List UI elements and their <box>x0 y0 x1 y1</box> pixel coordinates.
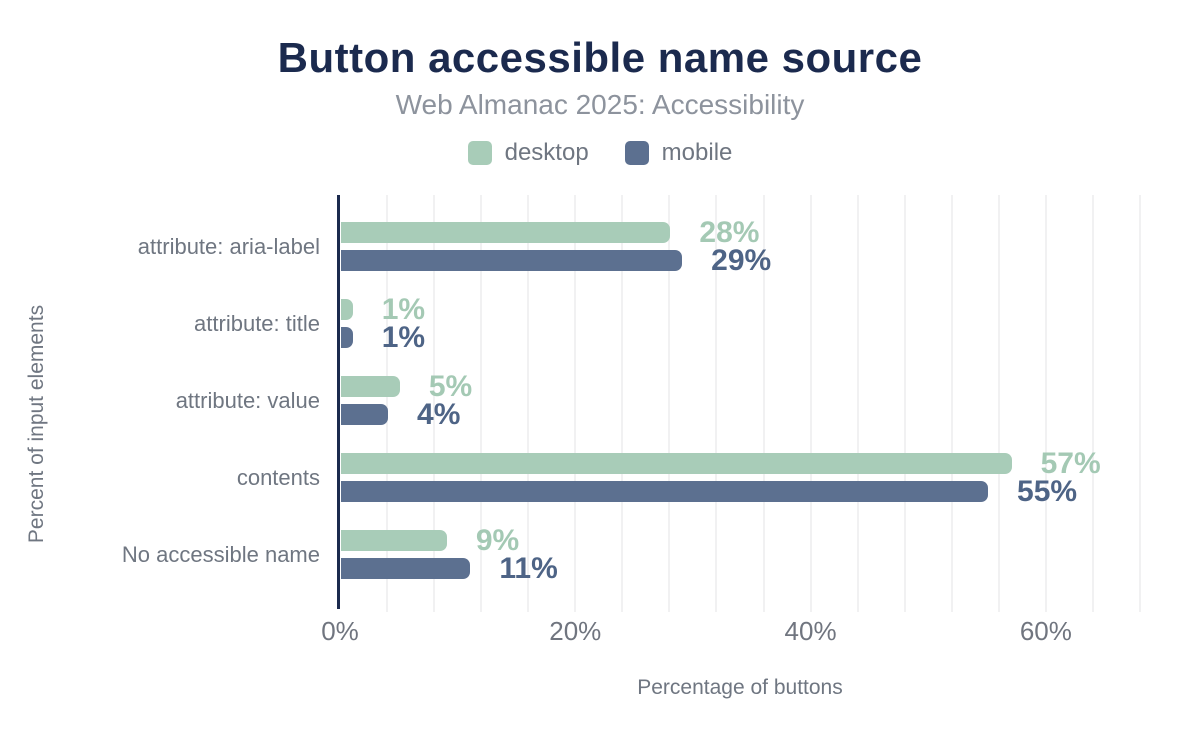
bar-mobile-0[interactable] <box>341 250 683 271</box>
value-label-desktop: 5% <box>428 369 473 403</box>
value-label-mobile: 11% <box>499 551 558 585</box>
legend-label: mobile <box>661 139 733 166</box>
value-label-desktop: 57% <box>1040 446 1101 480</box>
gridline <box>480 195 483 612</box>
bar-desktop-1[interactable] <box>341 299 353 320</box>
bar-mobile-1[interactable] <box>341 327 353 348</box>
gridline <box>997 195 1000 612</box>
x-tick-label: 40% <box>784 616 837 646</box>
gridline <box>715 195 718 612</box>
category-label: attribute: aria-label <box>137 233 320 259</box>
category-label: contents <box>236 464 320 490</box>
y-axis-line <box>337 195 340 609</box>
category-label: No accessible name <box>121 541 320 567</box>
value-label-desktop: 1% <box>381 292 426 326</box>
gridline <box>1139 195 1141 612</box>
bar-desktop-3[interactable] <box>341 453 1012 474</box>
x-tick-label: 0% <box>321 616 359 646</box>
chart-subtitle: Web Almanac 2025: Accessibility <box>395 89 805 120</box>
gridline <box>856 195 859 612</box>
legend-swatch-desktop <box>467 141 492 165</box>
x-tick-label: 20% <box>549 616 602 646</box>
gridline <box>574 195 577 612</box>
chart-title: Button accessible name source <box>277 34 923 81</box>
value-label-desktop: 9% <box>475 523 520 557</box>
legend: desktop mobile <box>0 139 1200 167</box>
x-tick-label: 60% <box>1019 616 1072 646</box>
gridline <box>1091 195 1094 612</box>
gridline <box>433 195 436 612</box>
gridline <box>668 195 671 612</box>
gridline <box>950 195 953 612</box>
gridline <box>809 195 812 612</box>
value-label-mobile: 4% <box>417 397 461 431</box>
legend-label: desktop <box>504 139 589 166</box>
legend-item-desktop[interactable]: desktop <box>467 139 589 167</box>
gridline <box>903 195 906 612</box>
category-label: attribute: value <box>175 387 320 413</box>
value-label-mobile: 55% <box>1017 474 1078 508</box>
gridline <box>621 195 624 612</box>
plot-area: 28% 29% 1% 1% 5% 4% 57% 55% 9% 11% <box>340 195 1141 612</box>
gridline <box>527 195 530 612</box>
x-axis-title: Percentage of buttons <box>637 676 843 699</box>
bar-desktop-2[interactable] <box>341 376 400 397</box>
value-label-desktop: 28% <box>699 215 760 249</box>
bar-desktop-4[interactable] <box>341 530 447 551</box>
gridline <box>1044 195 1047 612</box>
bar-mobile-2[interactable] <box>341 404 389 425</box>
legend-item-mobile[interactable]: mobile <box>624 139 733 167</box>
gridline <box>762 195 765 612</box>
bar-mobile-4[interactable] <box>341 558 471 579</box>
gridline <box>386 195 389 612</box>
value-label-mobile: 1% <box>381 320 426 354</box>
legend-swatch-mobile <box>624 141 649 165</box>
bar-desktop-0[interactable] <box>341 222 671 243</box>
category-label: attribute: title <box>194 310 320 336</box>
category-axis: attribute: aria-label attribute: title att… <box>0 195 330 610</box>
bar-mobile-3[interactable] <box>341 481 989 502</box>
value-label-mobile: 29% <box>711 243 772 277</box>
y-axis-title: Percent of input elements <box>25 304 48 544</box>
